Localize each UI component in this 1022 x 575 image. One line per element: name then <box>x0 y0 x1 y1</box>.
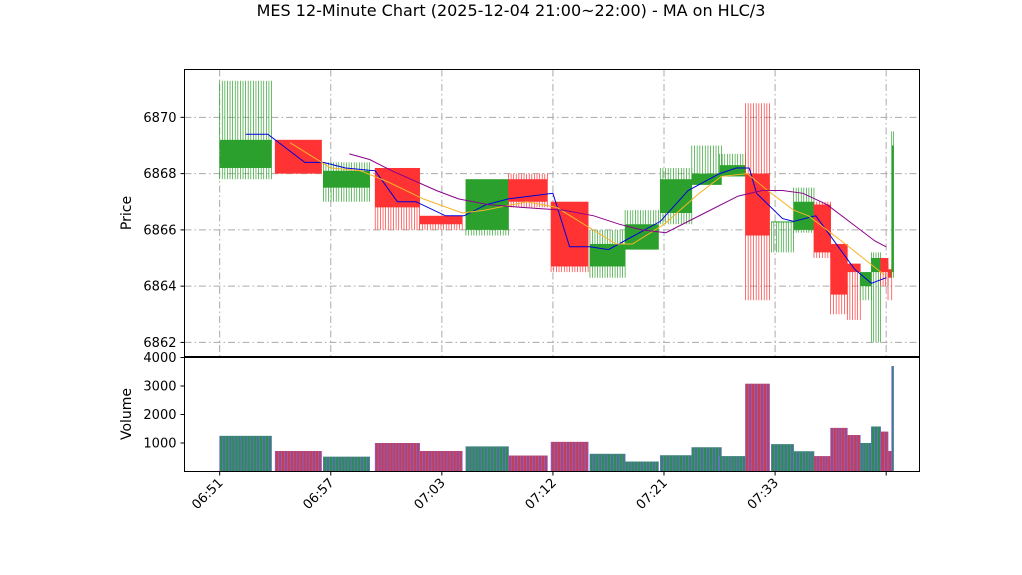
candle-body <box>880 258 889 273</box>
candle-body <box>719 165 746 177</box>
volume-tick-label: 1000 <box>143 437 176 452</box>
volume-bar-body <box>323 456 370 472</box>
candle-body <box>891 145 894 273</box>
volume-bars <box>219 366 894 472</box>
volume-bar <box>219 435 272 472</box>
volume-bar <box>274 450 322 472</box>
volume-y-ticks: 1000 2000 3000 4000 <box>143 351 185 452</box>
candle-body <box>771 221 794 223</box>
volume-bar <box>589 453 626 472</box>
candle <box>508 173 548 208</box>
chart-title: MES 12-Minute Chart (2025-12-04 21:00~22… <box>257 1 766 20</box>
volume-bar <box>771 444 794 472</box>
volume-bar <box>419 450 463 472</box>
volume-bar-body <box>771 444 794 472</box>
volume-bar-body <box>891 366 894 472</box>
candle <box>219 80 272 180</box>
candle-body <box>551 201 589 267</box>
volume-tick-label: 4000 <box>143 351 176 366</box>
volume-bar-body <box>871 426 881 472</box>
moving-average-lines <box>245 133 887 284</box>
candle-body <box>888 269 892 278</box>
volume-ylabel: Volume <box>119 388 135 440</box>
candle-body <box>625 224 659 250</box>
volume-bar <box>323 456 370 472</box>
candle-body <box>419 215 463 225</box>
candle <box>745 103 770 301</box>
candle-body <box>660 179 692 213</box>
ma-line-ma-mid <box>289 142 885 276</box>
price-panel: 6862 6864 6866 6868 6870 Price <box>119 69 920 357</box>
candle <box>550 201 589 273</box>
price-axes-frame <box>184 69 920 357</box>
candle <box>624 210 659 250</box>
candle-body <box>793 201 814 230</box>
candle-body <box>508 179 548 202</box>
volume-bar <box>659 455 693 472</box>
candle <box>830 243 848 315</box>
volume-bar <box>465 446 509 472</box>
candle <box>589 229 626 278</box>
volume-bar-body <box>375 443 420 472</box>
volume-bar <box>846 435 861 472</box>
volume-bar-body <box>275 450 322 472</box>
candle-body <box>589 243 626 267</box>
ma-line-ma-fast <box>245 133 887 284</box>
volume-bar <box>813 456 831 472</box>
volume-bar <box>745 383 770 472</box>
volume-bar-body <box>793 451 814 472</box>
volume-bar <box>508 455 548 472</box>
volume-bar <box>691 447 722 472</box>
price-tick-label: 6868 <box>143 167 176 182</box>
price-tick-label: 6870 <box>143 111 176 126</box>
volume-bar <box>624 461 659 472</box>
price-ylabel: Price <box>119 196 135 230</box>
price-tick-label: 6862 <box>143 336 176 351</box>
volume-bar-body <box>508 455 548 472</box>
volume-bar <box>830 427 848 472</box>
volume-tick-label: 2000 <box>143 408 176 423</box>
candle-body <box>813 204 831 253</box>
volume-bar <box>880 431 889 472</box>
volume-panel: 1000 2000 3000 4000 Volume <box>119 351 920 472</box>
volume-bar-body <box>625 461 659 472</box>
ma-line-ma-slow <box>349 153 887 248</box>
candle <box>419 215 463 230</box>
price-tick-label: 6866 <box>143 223 176 238</box>
candle-body <box>871 258 881 273</box>
volume-bar <box>887 450 893 472</box>
candle <box>465 179 509 236</box>
candle <box>813 201 831 259</box>
price-candles <box>219 80 894 343</box>
price-tick-label: 6864 <box>143 280 176 295</box>
candle <box>771 221 794 253</box>
volume-bar <box>891 366 894 472</box>
candle-body <box>691 173 722 185</box>
volume-bar <box>871 426 881 472</box>
price-y-ticks: 6862 6864 6866 6868 6870 <box>143 111 185 351</box>
volume-bar-body <box>888 450 892 472</box>
candle <box>891 131 894 278</box>
candle-body <box>323 170 370 188</box>
volume-bar-body <box>719 456 746 472</box>
candle-body <box>219 139 272 168</box>
candle-body <box>745 173 770 236</box>
volume-bar-body <box>219 435 272 472</box>
candle-body <box>375 167 420 208</box>
volume-bar <box>550 441 589 472</box>
volume-bar <box>859 443 872 472</box>
volume-tick-label: 3000 <box>143 380 176 395</box>
volume-bar <box>719 456 746 472</box>
volume-bar <box>793 451 815 472</box>
candle <box>323 162 370 202</box>
volume-bar <box>374 443 420 472</box>
candle-body <box>830 243 848 295</box>
